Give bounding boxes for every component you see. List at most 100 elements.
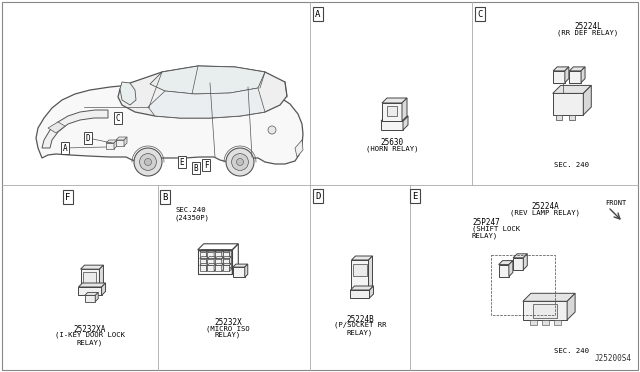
- Text: 25232XA: 25232XA: [74, 325, 106, 334]
- Text: D: D: [316, 192, 321, 201]
- Polygon shape: [95, 292, 99, 302]
- Circle shape: [134, 148, 162, 176]
- Polygon shape: [106, 143, 114, 149]
- Text: FRONT: FRONT: [605, 200, 627, 206]
- Polygon shape: [513, 258, 524, 270]
- Polygon shape: [207, 257, 216, 259]
- Polygon shape: [214, 257, 216, 264]
- Polygon shape: [567, 293, 575, 320]
- Polygon shape: [207, 257, 209, 264]
- Polygon shape: [200, 257, 209, 259]
- Text: SEC.240: SEC.240: [175, 207, 205, 213]
- Text: SEC. 240: SEC. 240: [554, 348, 589, 354]
- Circle shape: [232, 154, 248, 170]
- Polygon shape: [120, 82, 136, 105]
- Polygon shape: [553, 71, 565, 83]
- Polygon shape: [207, 250, 216, 252]
- Polygon shape: [351, 286, 374, 290]
- Polygon shape: [102, 283, 106, 295]
- Text: (MICRO ISO: (MICRO ISO: [206, 325, 250, 331]
- Polygon shape: [200, 250, 209, 252]
- Text: (SHIFT LOCK: (SHIFT LOCK: [472, 225, 520, 231]
- Circle shape: [237, 158, 243, 166]
- Polygon shape: [116, 137, 127, 140]
- Circle shape: [268, 126, 276, 134]
- Text: A: A: [63, 144, 67, 153]
- Text: RELAY): RELAY): [347, 329, 373, 336]
- Text: RELAY): RELAY): [472, 232, 499, 238]
- Polygon shape: [570, 67, 585, 71]
- Polygon shape: [351, 290, 369, 298]
- Polygon shape: [207, 259, 214, 264]
- Polygon shape: [214, 250, 216, 258]
- Polygon shape: [499, 261, 513, 264]
- Text: 25224B: 25224B: [346, 315, 374, 324]
- Polygon shape: [84, 295, 95, 302]
- Polygon shape: [382, 98, 407, 103]
- Polygon shape: [84, 292, 99, 295]
- Text: F: F: [204, 160, 208, 170]
- Polygon shape: [106, 140, 117, 143]
- Polygon shape: [351, 256, 372, 260]
- Polygon shape: [369, 256, 372, 290]
- Text: (REV LAMP RELAY): (REV LAMP RELAY): [510, 209, 580, 215]
- Polygon shape: [99, 265, 104, 287]
- Polygon shape: [553, 86, 591, 93]
- Bar: [353, 264, 367, 276]
- Polygon shape: [148, 88, 265, 118]
- Text: 25630: 25630: [380, 138, 404, 147]
- Polygon shape: [402, 98, 407, 121]
- Bar: [83, 272, 96, 283]
- Polygon shape: [118, 66, 287, 118]
- Polygon shape: [403, 116, 408, 130]
- Polygon shape: [233, 267, 244, 277]
- Bar: [556, 115, 562, 120]
- Text: J25200S4: J25200S4: [595, 354, 632, 363]
- Polygon shape: [79, 287, 102, 295]
- Text: (I-KEY DOOR LOCK: (I-KEY DOOR LOCK: [55, 332, 125, 339]
- Polygon shape: [114, 140, 117, 149]
- Text: 25232X: 25232X: [214, 318, 242, 327]
- Polygon shape: [207, 263, 216, 265]
- Polygon shape: [207, 265, 214, 272]
- Text: (P/SOCKET RR: (P/SOCKET RR: [333, 322, 387, 328]
- Text: C: C: [116, 113, 120, 122]
- Polygon shape: [36, 82, 303, 164]
- Polygon shape: [207, 263, 209, 272]
- Text: F: F: [65, 192, 70, 202]
- Bar: [554, 320, 561, 325]
- Polygon shape: [215, 252, 221, 258]
- Polygon shape: [215, 250, 224, 252]
- Polygon shape: [215, 257, 224, 259]
- Polygon shape: [369, 286, 374, 298]
- Polygon shape: [523, 301, 567, 320]
- Polygon shape: [150, 66, 265, 94]
- Polygon shape: [295, 140, 303, 157]
- Polygon shape: [207, 252, 214, 258]
- Bar: [542, 320, 549, 325]
- Polygon shape: [583, 86, 591, 115]
- Polygon shape: [200, 263, 209, 265]
- Polygon shape: [381, 121, 403, 130]
- Polygon shape: [221, 257, 224, 264]
- Polygon shape: [381, 116, 408, 121]
- Polygon shape: [553, 93, 583, 115]
- Polygon shape: [524, 254, 527, 270]
- Polygon shape: [81, 269, 99, 287]
- Text: 25P247: 25P247: [472, 218, 500, 227]
- Polygon shape: [233, 264, 248, 267]
- Polygon shape: [42, 110, 108, 148]
- Text: (HORN RELAY): (HORN RELAY): [365, 145, 419, 151]
- Polygon shape: [223, 252, 229, 258]
- Circle shape: [140, 154, 156, 170]
- Bar: [491, 255, 555, 315]
- Polygon shape: [124, 137, 127, 146]
- Polygon shape: [244, 264, 248, 277]
- Polygon shape: [229, 250, 232, 258]
- Polygon shape: [509, 261, 513, 276]
- Circle shape: [226, 148, 254, 176]
- Text: SEC. 240: SEC. 240: [554, 162, 589, 168]
- Polygon shape: [215, 259, 221, 264]
- Polygon shape: [215, 263, 224, 265]
- Text: E: E: [412, 192, 418, 201]
